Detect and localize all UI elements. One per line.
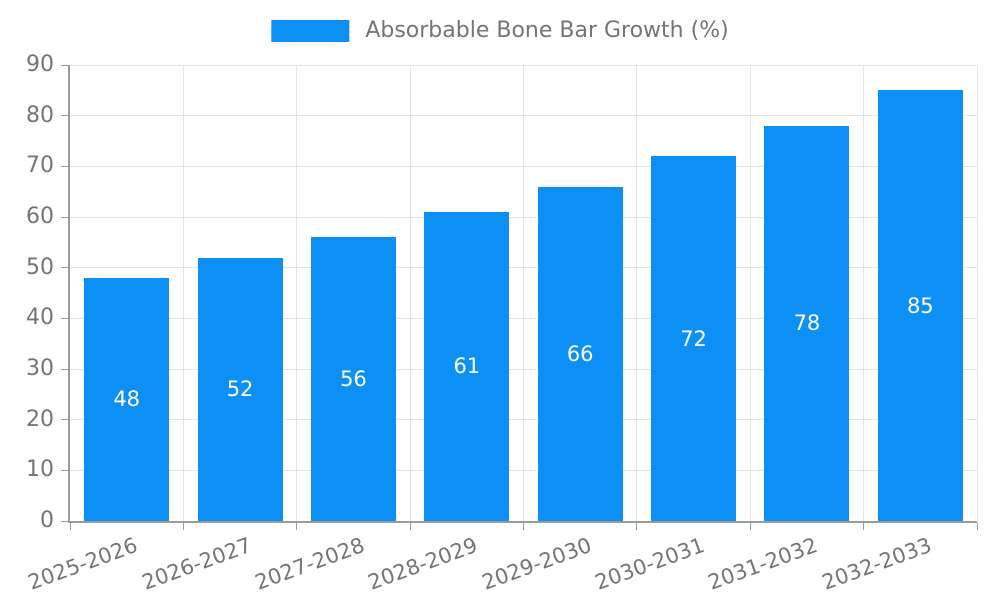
x-tick [636, 523, 638, 530]
y-tick [61, 469, 68, 471]
x-axis-label: 2025-2026 [25, 533, 141, 595]
bar[interactable]: 52 [197, 257, 283, 521]
bar-value-label: 48 [113, 387, 141, 412]
x-axis-label: 2027-2028 [251, 533, 368, 595]
x-tick [69, 523, 71, 530]
x-gridline [409, 65, 411, 521]
y-axis-label: 70 [26, 153, 54, 179]
x-gridline [863, 65, 865, 521]
y-tick [61, 520, 68, 522]
x-tick [976, 523, 978, 530]
legend-swatch [271, 19, 350, 42]
y-axis-label: 90 [26, 52, 54, 77]
y-tick [61, 216, 68, 218]
x-gridline [182, 65, 184, 521]
bar-value-label: 52 [226, 377, 254, 402]
x-axis-label: 2030-2031 [591, 533, 708, 595]
legend-label: Absorbable Bone Bar Growth (%) [365, 18, 729, 43]
bar-value-label: 66 [566, 341, 594, 366]
x-gridline [749, 65, 751, 521]
y-tick [61, 368, 68, 370]
bar[interactable]: 61 [424, 211, 510, 521]
bar[interactable]: 56 [310, 237, 396, 521]
bar-value-label: 56 [340, 367, 367, 392]
y-tick [61, 317, 68, 319]
x-axis-label: 2031-2032 [705, 533, 822, 595]
y-tick [61, 165, 68, 167]
x-gridline [523, 65, 524, 521]
bar-value-label: 72 [680, 326, 707, 351]
bar[interactable]: 66 [537, 186, 623, 521]
bar[interactable]: 48 [84, 277, 170, 521]
bar-value-label: 78 [793, 311, 821, 336]
x-tick [296, 523, 298, 530]
y-tick [61, 267, 68, 269]
bar-value-label: 85 [906, 293, 934, 318]
y-axis-label: 0 [40, 508, 54, 533]
bar[interactable]: 78 [764, 125, 850, 521]
bar[interactable]: 85 [877, 90, 963, 521]
y-tick [61, 64, 68, 66]
x-axis-label: 2029-2030 [478, 533, 595, 595]
x-tick [749, 523, 751, 530]
x-gridline [636, 65, 638, 521]
y-axis-label: 60 [26, 204, 54, 229]
y-axis-label: 20 [26, 406, 54, 432]
y-axis-label: 10 [26, 457, 54, 483]
x-gridline [976, 65, 978, 521]
x-tick [863, 523, 865, 530]
x-tick [182, 523, 184, 530]
y-tick [61, 115, 68, 117]
legend-item[interactable]: Absorbable Bone Bar Growth (%) [271, 18, 729, 43]
y-tick [61, 419, 68, 421]
y-axis-label: 40 [26, 305, 54, 331]
bar-value-label: 61 [453, 354, 481, 379]
x-axis-label: 2026-2027 [138, 533, 255, 595]
x-gridline [296, 65, 298, 521]
x-tick [409, 523, 411, 530]
y-axis-label: 50 [26, 254, 54, 280]
y-axis-label: 80 [26, 102, 54, 128]
x-tick [523, 523, 524, 530]
x-axis-label: 2032-2033 [818, 533, 935, 595]
x-axis-label: 2028-2029 [365, 533, 482, 595]
y-axis-label: 30 [26, 356, 54, 381]
bar[interactable]: 72 [651, 156, 737, 521]
plot-area: 0 10 20 30 40 50 60 70 80 90 48 2025-2026 52 2026-202… [25, 52, 978, 595]
